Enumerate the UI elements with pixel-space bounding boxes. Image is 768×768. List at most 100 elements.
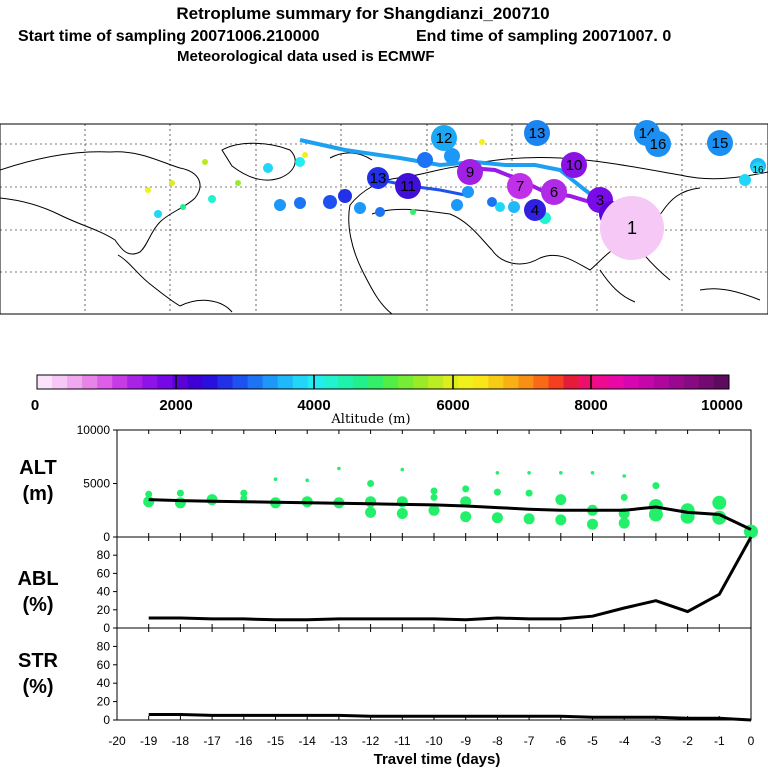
- colorbar-cell: [37, 375, 53, 389]
- colorbar-cell: [262, 375, 279, 389]
- altitude-point: [174, 497, 186, 509]
- colorbar-cell: [593, 375, 610, 389]
- cb-tick: 4000: [297, 397, 330, 414]
- altitude-point: [337, 466, 341, 471]
- y-tick-label: 20: [97, 695, 111, 709]
- abl-panel-unit: (%): [22, 594, 53, 616]
- altitude-point: [622, 474, 626, 478]
- map-point: [752, 162, 764, 174]
- altitude-point: [523, 513, 535, 525]
- map-point-label: 10: [566, 157, 583, 174]
- colorbar-cell: [52, 375, 68, 389]
- altitude-point: [396, 508, 408, 519]
- x-tick-label: -1: [714, 734, 725, 748]
- x-tick-label: -3: [651, 734, 662, 748]
- colorbar-cell: [608, 375, 625, 389]
- altitude-point: [400, 467, 405, 472]
- altitude-point: [493, 488, 501, 496]
- altitude-point: [365, 496, 377, 508]
- map-point-label: 6: [550, 184, 558, 201]
- altitude-point: [648, 507, 663, 522]
- altitude-point: [145, 490, 153, 498]
- cb-tick: 8000: [574, 397, 607, 414]
- altitude-point: [305, 478, 310, 483]
- map-point: [524, 199, 546, 221]
- altitude-point: [525, 489, 533, 497]
- y-tick-label: 5000: [83, 477, 110, 491]
- str-panel-title: STR: [18, 650, 59, 672]
- colorbar-cell: [157, 375, 173, 389]
- y-tick-label: 80: [97, 548, 111, 562]
- map-point-label: 16: [752, 165, 764, 176]
- map-main-markers: 1213141615161310119764321: [367, 120, 764, 260]
- abl-panel: 0 20 40 60 80: [97, 536, 753, 635]
- x-tick-label: -16: [235, 734, 253, 748]
- str-panel-unit: (%): [22, 676, 53, 698]
- timeseries-frame: [116, 429, 752, 721]
- altitude-point: [460, 511, 472, 523]
- colorbar-cell: [533, 375, 549, 389]
- x-axis-label: Travel time (days): [374, 751, 501, 768]
- colorbar-cell: [623, 375, 640, 389]
- map-point: [600, 196, 664, 260]
- colorbar-cell: [352, 375, 369, 389]
- str-panel: 0 20 40 60 80: [97, 628, 752, 727]
- map-point: [541, 179, 567, 205]
- colorbar-cell: [413, 375, 429, 389]
- altitude-point: [428, 504, 440, 516]
- x-tick-label: -11: [394, 734, 411, 748]
- colorbar-cell: [383, 375, 399, 389]
- y-tick-label: 80: [97, 639, 111, 653]
- x-tick-label: -2: [682, 734, 693, 748]
- map-point: [707, 130, 733, 156]
- colorbar-cell: [473, 375, 489, 389]
- altitude-point: [430, 487, 438, 495]
- map-point-label: 16: [650, 136, 667, 153]
- cb-tick: 2000: [159, 397, 192, 414]
- series-line: [148, 536, 753, 622]
- map-point: [395, 173, 421, 199]
- altitude-point: [367, 480, 375, 487]
- y-tick-label: 60: [97, 566, 111, 580]
- x-tick-label: -8: [492, 734, 503, 748]
- map-point: [507, 173, 533, 199]
- colorbar-cell: [202, 375, 218, 389]
- map-panel: 1213141615161310119764321: [0, 120, 768, 315]
- colorbar-cell: [578, 375, 595, 389]
- altitude-point: [587, 518, 598, 530]
- series-line: [148, 713, 752, 722]
- x-tick-label: -5: [587, 734, 598, 748]
- colorbar-cell: [683, 375, 700, 389]
- map-point: [561, 152, 587, 178]
- colorbar-cell: [172, 375, 188, 389]
- altitude-point: [491, 512, 503, 524]
- colorbar-cell: [548, 375, 564, 389]
- map-point: [524, 120, 550, 146]
- cb-tick: 10000: [701, 397, 743, 414]
- altitude-point: [712, 495, 727, 510]
- y-tick-label: 10000: [77, 423, 111, 437]
- alt-panel-unit: (m): [22, 483, 53, 505]
- abl-panel-title: ABL: [17, 568, 58, 590]
- x-tick-label: -14: [299, 734, 317, 748]
- x-axis: -20 -19 -18 -17 -16 -15 -14 -13 -12 -11 -10 -9 -8 -7-…: [108, 734, 754, 748]
- colorbar-cell: [503, 375, 519, 389]
- colorbar-cell: [518, 375, 534, 389]
- x-tick-label: -18: [172, 734, 190, 748]
- cb-tick: 6000: [436, 397, 469, 414]
- colorbar-cell: [67, 375, 83, 389]
- altitude-point: [143, 496, 155, 508]
- y-tick-label: 20: [97, 603, 111, 617]
- map-point-label: 7: [516, 178, 524, 195]
- colorbar-cell: [127, 375, 143, 389]
- x-tick-label: 0: [748, 734, 755, 748]
- map-point-label: 4: [531, 202, 539, 219]
- x-tick-label: -7: [524, 734, 535, 748]
- altitude-point: [176, 489, 184, 497]
- colorbar-cell: [97, 375, 113, 389]
- start-time-label: Start time of sampling 20071006.210000: [18, 28, 320, 45]
- x-tick-label: -6: [555, 734, 566, 748]
- altitude-colorbar: 0 2000 4000 6000 8000 10000 Altitude (m): [31, 374, 743, 427]
- colorbar-cell: [232, 375, 249, 389]
